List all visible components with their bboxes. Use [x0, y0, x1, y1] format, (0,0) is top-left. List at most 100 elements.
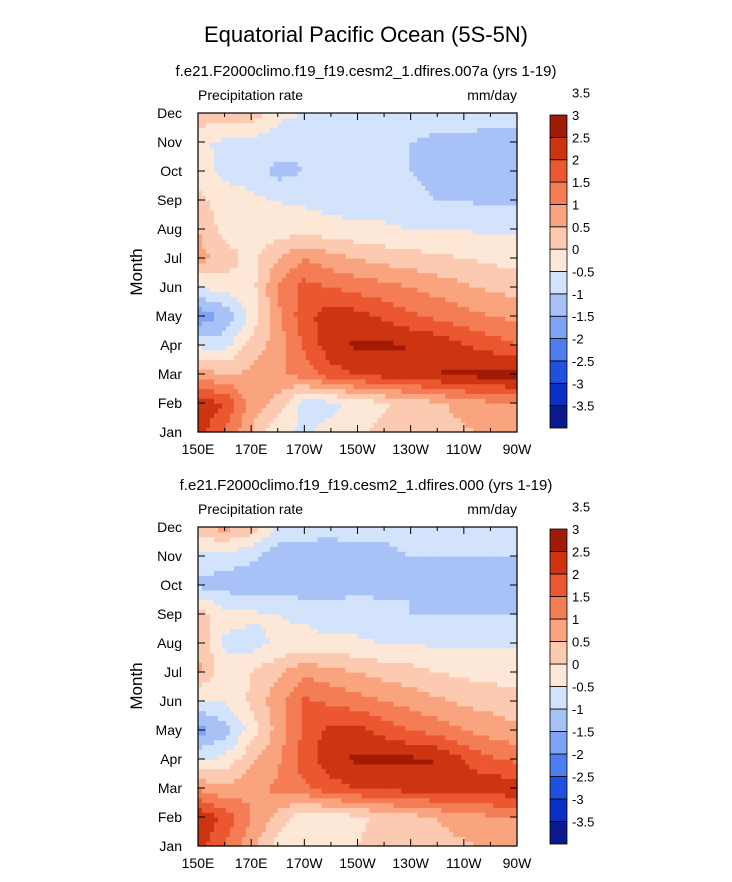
- heatmap-cell: [217, 383, 223, 390]
- heatmap-cell: [369, 238, 375, 245]
- heatmap-cell: [453, 219, 458, 225]
- heatmap-cell: [377, 233, 383, 240]
- heatmap-cell: [309, 267, 315, 274]
- heatmap-cell: [301, 359, 307, 365]
- heatmap-cell: [401, 374, 406, 380]
- heatmap-cell: [449, 320, 454, 327]
- heatmap-cell: [289, 388, 295, 394]
- heatmap-cell: [321, 195, 327, 201]
- heatmap-cell: [309, 190, 315, 196]
- heatmap-cell: [217, 374, 223, 380]
- heatmap-cell: [429, 345, 434, 351]
- heatmap-cell: [445, 311, 450, 317]
- heatmap-cell: [501, 427, 506, 433]
- heatmap-cell: [313, 175, 319, 182]
- heatmap-cell: [341, 291, 347, 298]
- heatmap-cell: [273, 171, 279, 177]
- heatmap-cell: [441, 146, 446, 153]
- heatmap-cell: [281, 311, 287, 317]
- heatmap-cell: [469, 320, 474, 327]
- heatmap-cell: [237, 253, 243, 259]
- heatmap-cell: [421, 325, 426, 332]
- heatmap-cell: [357, 146, 363, 153]
- heatmap-cell: [381, 224, 387, 230]
- heatmap-cell: [341, 316, 347, 322]
- heatmap-cell: [205, 417, 211, 423]
- heatmap-cell: [365, 374, 371, 380]
- heatmap-cell: [261, 171, 267, 177]
- heatmap-cell: [313, 403, 319, 409]
- heatmap-cell: [269, 325, 275, 332]
- heatmap-cell: [417, 359, 422, 365]
- heatmap-cell: [437, 407, 442, 414]
- heatmap-cell: [261, 272, 267, 278]
- heatmap-cell: [425, 229, 430, 235]
- heatmap-cell: [417, 340, 422, 346]
- heatmap-cell: [257, 142, 263, 148]
- heatmap-cell: [509, 233, 514, 240]
- heatmap-cell: [229, 291, 235, 298]
- heatmap-cell: [385, 311, 390, 317]
- heatmap-cell: [221, 398, 227, 404]
- heatmap-cell: [229, 233, 235, 240]
- heatmap-cell: [357, 142, 363, 148]
- heatmap-cell: [341, 166, 347, 172]
- heatmap-cell: [509, 180, 514, 187]
- heatmap-cell: [485, 349, 490, 356]
- heatmap-cell: [413, 243, 418, 249]
- heatmap-cell: [229, 330, 235, 336]
- heatmap-cell: [313, 378, 319, 385]
- heatmap-cell: [217, 287, 223, 293]
- heatmap-cell: [241, 151, 247, 158]
- heatmap-cell: [433, 185, 438, 191]
- heatmap-cell: [481, 243, 486, 249]
- heatmap-cell: [377, 200, 383, 206]
- heatmap-cell: [481, 325, 486, 332]
- heatmap-cell: [337, 325, 343, 332]
- heatmap-cell: [409, 427, 414, 433]
- heatmap-cell: [373, 272, 379, 278]
- heatmap-cell: [281, 282, 287, 288]
- heatmap-cell: [269, 267, 275, 274]
- heatmap-cell: [221, 287, 227, 293]
- heatmap-cell: [257, 388, 263, 394]
- heatmap-cell: [221, 383, 227, 390]
- heatmap-cell: [465, 277, 470, 283]
- heatmap-cell: [453, 161, 458, 167]
- heatmap-cell: [373, 233, 379, 240]
- heatmap-cell: [365, 306, 371, 312]
- heatmap-cell: [457, 161, 462, 167]
- heatmap-cell: [405, 412, 410, 419]
- heatmap-cell: [433, 349, 438, 356]
- heatmap-cell: [321, 229, 327, 235]
- heatmap-cell: [321, 156, 327, 162]
- heatmap-cell: [425, 354, 430, 361]
- heatmap-cell: [401, 340, 406, 346]
- heatmap-cell: [385, 277, 390, 283]
- heatmap-cell: [353, 407, 359, 414]
- heatmap-cell: [461, 335, 466, 341]
- heatmap-cell: [409, 412, 414, 419]
- heatmap-cell: [365, 335, 371, 341]
- heatmap-cell: [261, 238, 267, 245]
- heatmap-cell: [493, 262, 498, 269]
- heatmap-cell: [385, 364, 390, 370]
- heatmap-cell: [481, 320, 486, 327]
- heatmap-cell: [341, 229, 347, 235]
- heatmap-cell: [393, 166, 398, 172]
- heatmap-cell: [349, 412, 355, 419]
- heatmap-cell: [285, 175, 291, 182]
- heatmap-cell: [433, 378, 438, 385]
- heatmap-cell: [417, 151, 422, 158]
- heatmap-cell: [425, 287, 430, 293]
- heatmap-cell: [493, 306, 498, 312]
- heatmap-cell: [233, 335, 239, 341]
- heatmap-cell: [465, 316, 470, 322]
- heatmap-cell: [445, 233, 450, 240]
- heatmap-cell: [509, 190, 514, 196]
- heatmap-cell: [473, 296, 478, 303]
- heatmap-cell: [457, 388, 462, 394]
- heatmap-cell: [281, 171, 287, 177]
- heatmap-cell: [421, 306, 426, 312]
- heatmap-cell: [429, 132, 434, 138]
